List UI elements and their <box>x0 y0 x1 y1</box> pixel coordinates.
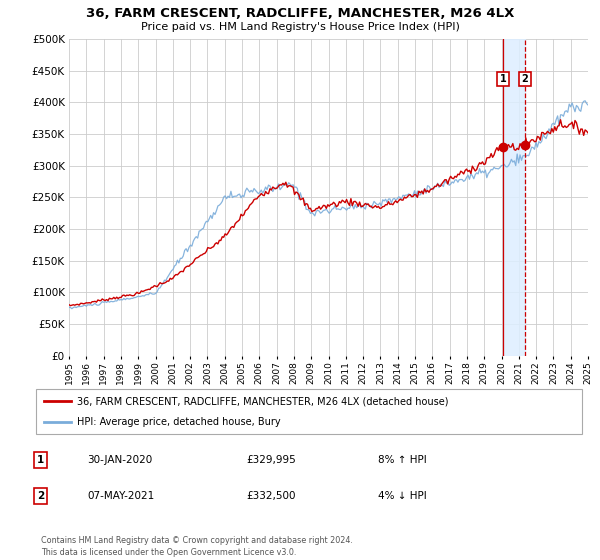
Text: Contains HM Land Registry data © Crown copyright and database right 2024.
This d: Contains HM Land Registry data © Crown c… <box>41 536 353 557</box>
Text: £329,995: £329,995 <box>246 455 296 465</box>
Text: Price paid vs. HM Land Registry's House Price Index (HPI): Price paid vs. HM Land Registry's House … <box>140 22 460 32</box>
Bar <box>503 39 525 356</box>
Text: 8% ↑ HPI: 8% ↑ HPI <box>378 455 427 465</box>
Text: £332,500: £332,500 <box>246 491 296 501</box>
Text: 30-JAN-2020: 30-JAN-2020 <box>87 455 152 465</box>
Text: 36, FARM CRESCENT, RADCLIFFE, MANCHESTER, M26 4LX: 36, FARM CRESCENT, RADCLIFFE, MANCHESTER… <box>86 7 514 20</box>
Text: HPI: Average price, detached house, Bury: HPI: Average price, detached house, Bury <box>77 417 281 427</box>
Text: 07-MAY-2021: 07-MAY-2021 <box>87 491 154 501</box>
Text: 2: 2 <box>521 74 528 84</box>
Text: 2: 2 <box>37 491 44 501</box>
Text: 4% ↓ HPI: 4% ↓ HPI <box>378 491 427 501</box>
Text: 1: 1 <box>500 74 506 84</box>
Text: 36, FARM CRESCENT, RADCLIFFE, MANCHESTER, M26 4LX (detached house): 36, FARM CRESCENT, RADCLIFFE, MANCHESTER… <box>77 396 448 407</box>
Text: 1: 1 <box>37 455 44 465</box>
